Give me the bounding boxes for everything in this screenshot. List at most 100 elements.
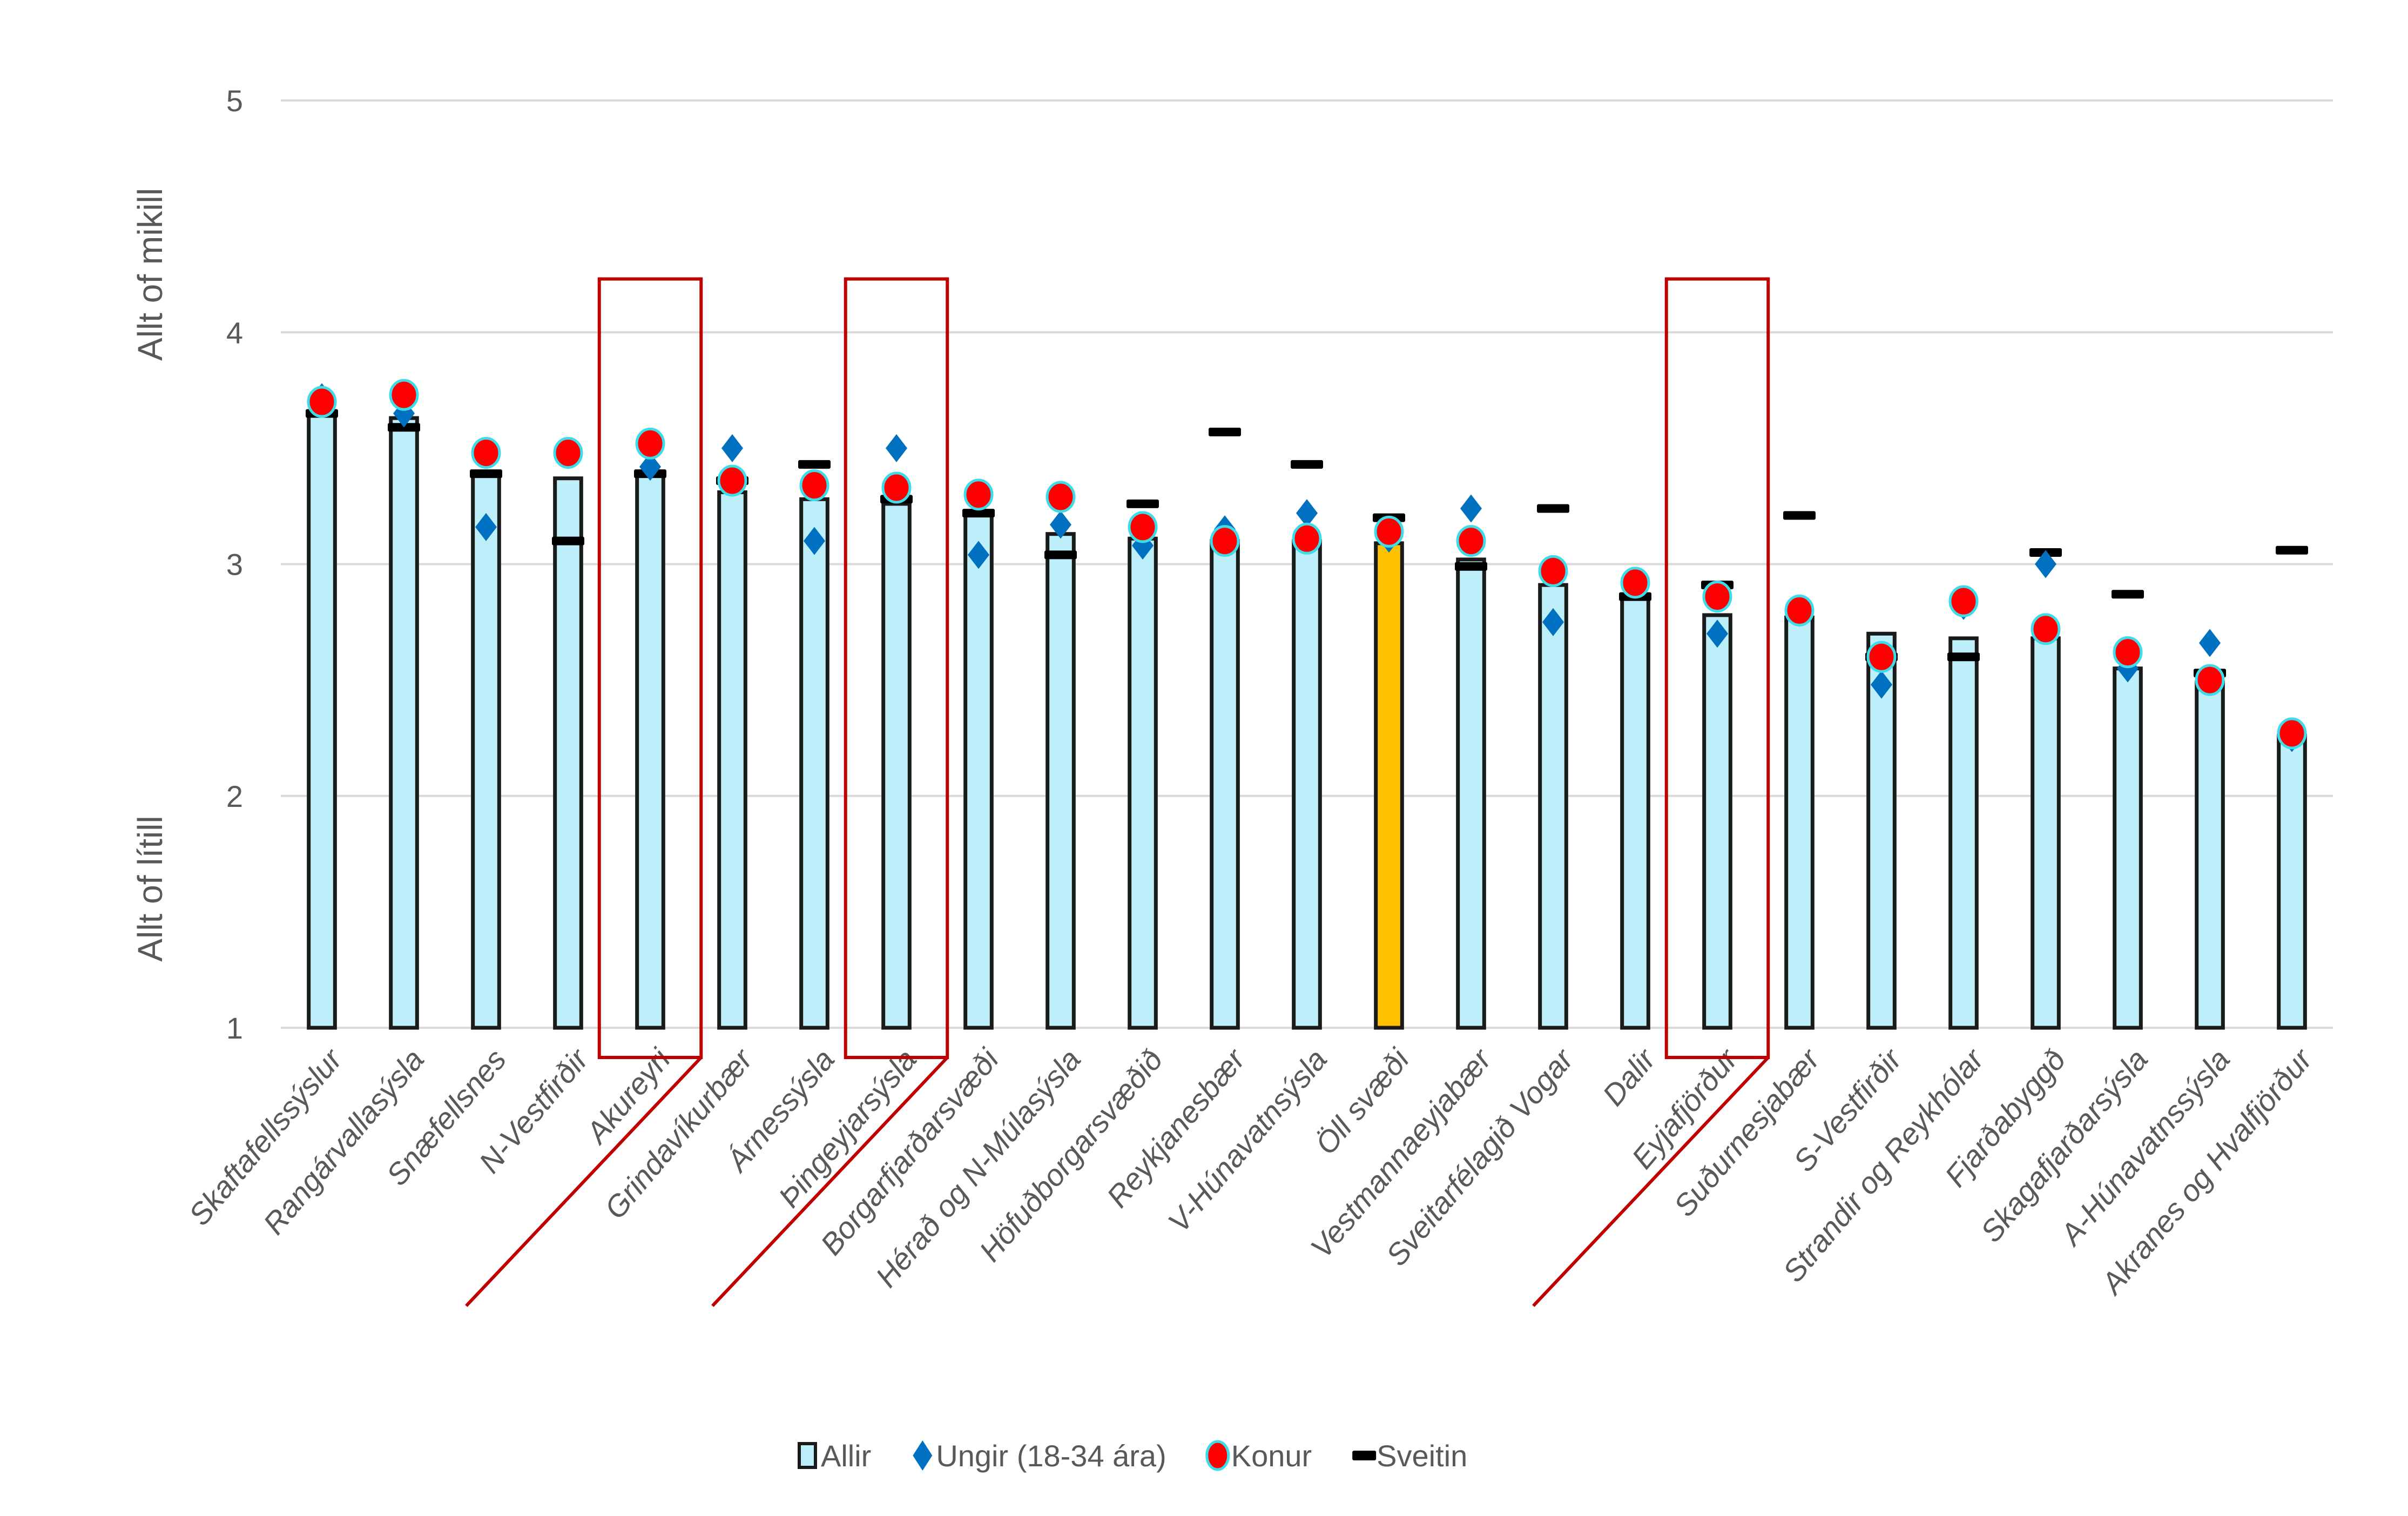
bar-allir — [1784, 615, 1815, 1030]
marker-konur — [881, 471, 912, 504]
x-axis-labels: SkaftafellssýslurRangárvallasýslaSnæfell… — [182, 1041, 2319, 1301]
y-axis-label-bottom: Allt of lítill — [131, 816, 170, 961]
x-tick-label: Skaftafellssýslur — [182, 1041, 349, 1231]
bar-allir — [471, 474, 501, 1030]
marker-konur — [1128, 511, 1158, 543]
y-tick-label: 1 — [226, 1011, 243, 1045]
bars-allir — [307, 411, 2307, 1030]
marker-ungir — [1542, 608, 1564, 636]
bar-allir — [1538, 583, 1568, 1030]
legend-swatch-ungir — [913, 1440, 933, 1471]
bar-allir — [963, 513, 994, 1030]
y-axis-ticks: 1 2 3 4 5 — [226, 84, 243, 1045]
bar-allir — [2031, 636, 2061, 1030]
marker-konur — [2031, 613, 2061, 645]
x-tick-label: Dalir — [1596, 1041, 1663, 1111]
bar-allir — [1948, 636, 1979, 1030]
bar-allir — [1702, 613, 1732, 1030]
y-axis-label-top: Allt of mikill — [131, 188, 170, 361]
legend-swatch-sveitin — [1352, 1451, 1377, 1460]
legend-label: Sveitin — [1377, 1439, 1467, 1473]
y-tick-label: 3 — [226, 548, 243, 582]
bar-allir — [2277, 733, 2307, 1030]
highlight-box — [1664, 277, 1770, 1060]
bar-allir — [635, 474, 665, 1030]
bar-allir — [2195, 680, 2225, 1030]
marker-sveitin — [798, 460, 831, 469]
marker-konur — [1210, 525, 1240, 557]
y-tick-label: 2 — [226, 779, 243, 813]
marker-ungir — [475, 513, 497, 541]
marker-konur — [963, 479, 994, 511]
marker-ungir — [804, 527, 825, 555]
bar-allir — [389, 416, 419, 1030]
bar-allir — [799, 497, 829, 1030]
marker-ungir — [2199, 629, 2221, 657]
marker-sveitin — [1947, 652, 1980, 662]
highlight-pointer-line — [711, 1056, 949, 1308]
marker-sveitin — [1044, 550, 1077, 560]
legend-swatch-konur — [1205, 1440, 1230, 1471]
marker-konur — [1866, 641, 1897, 673]
marker-sveitin — [962, 509, 995, 518]
legend: Allir Ungir (18-34 ára) Konur Sveitin — [798, 1439, 1467, 1473]
marker-konur — [1784, 594, 1815, 626]
legend-label: Allir — [821, 1439, 871, 1473]
highlight-box — [597, 277, 703, 1060]
series-markers — [306, 379, 2308, 752]
marker-ungir — [1296, 499, 1318, 528]
highlight-annotations — [465, 277, 1770, 1308]
marker-konur — [1046, 481, 1076, 513]
bar-allir — [307, 411, 337, 1030]
highlight-pointer-line — [1532, 1056, 1770, 1308]
marker-konur — [2277, 717, 2307, 750]
marker-ungir — [1871, 670, 1892, 699]
bar-allir — [1620, 595, 1650, 1030]
marker-ungir — [886, 434, 907, 462]
bar-allir — [1210, 539, 1240, 1030]
x-tick-label: Grindavíkurbær — [598, 1041, 760, 1225]
marker-ungir — [968, 541, 989, 569]
bar-allir — [1374, 541, 1404, 1030]
x-tick-label: Suðurnesjabær — [1667, 1041, 1827, 1223]
marker-konur — [1292, 522, 1322, 555]
marker-konur — [1620, 567, 1650, 599]
marker-konur — [1456, 525, 1486, 557]
marker-konur — [2195, 664, 2225, 696]
marker-sveitin — [1209, 427, 1241, 436]
marker-sveitin — [1127, 499, 1159, 508]
marker-sveitin — [2276, 545, 2308, 555]
bar-allir — [1046, 532, 1076, 1030]
marker-konur — [717, 464, 747, 497]
legend-label: Ungir (18-34 ára) — [936, 1439, 1166, 1473]
marker-sveitin — [1291, 460, 1323, 469]
marker-konur — [1702, 581, 1732, 613]
marker-sveitin — [2112, 590, 2144, 599]
y-tick-label: 5 — [226, 84, 243, 118]
marker-ungir — [1050, 510, 1071, 539]
marker-sveitin — [470, 469, 502, 479]
bar-allir — [553, 476, 583, 1030]
legend-label: Konur — [1231, 1439, 1312, 1473]
bar-allir — [1292, 539, 1322, 1030]
marker-konur — [1948, 585, 1979, 617]
marker-ungir — [721, 434, 743, 462]
marker-ungir — [1706, 619, 1728, 648]
bar-allir — [1128, 536, 1158, 1030]
marker-konur — [2113, 636, 2143, 669]
bar-allir — [1866, 631, 1897, 1030]
marker-konur — [635, 427, 665, 460]
bar-allir — [717, 490, 747, 1030]
marker-ungir — [1460, 494, 1482, 523]
marker-ungir — [2035, 550, 2056, 578]
y-tick-label: 4 — [226, 315, 243, 349]
marker-konur — [307, 386, 337, 418]
marker-konur — [1538, 555, 1568, 587]
bar-allir — [2113, 666, 2143, 1030]
marker-sveitin — [1455, 562, 1487, 571]
marker-konur — [389, 379, 419, 411]
bar-allir — [881, 502, 912, 1030]
marker-sveitin — [1537, 504, 1569, 513]
marker-konur — [553, 436, 583, 469]
